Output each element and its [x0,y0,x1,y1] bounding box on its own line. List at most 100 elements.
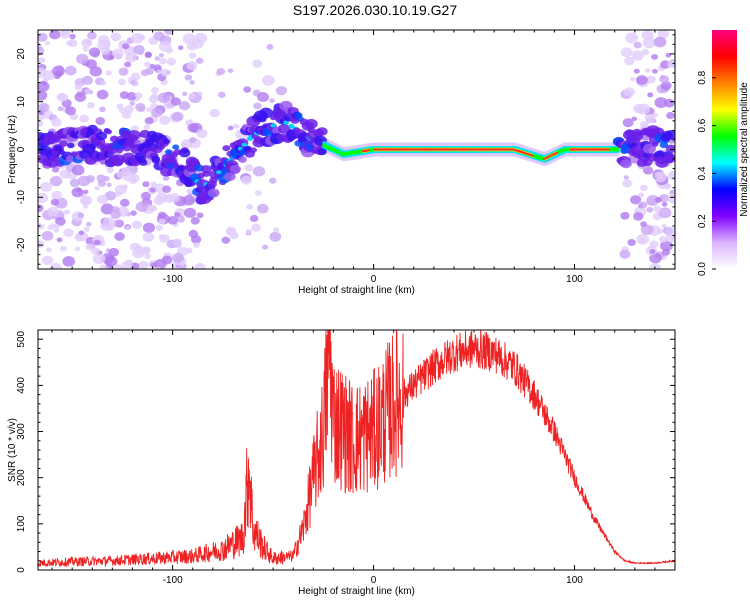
heatmap-noise-cell [114,232,125,241]
snr-point [654,562,655,563]
heatmap-noise-cell [636,75,648,86]
bottom-x-axis-label: Height of straight line (km) [298,586,415,597]
heatmap-noise-cell [186,188,193,194]
colorbar-label: Normalized spectral amplitude [739,82,750,217]
chart-title: S197.2026.030.10.19.G27 [292,2,458,18]
heatmap-noise-cell [640,221,647,227]
heatmap-noise-cell [266,44,274,50]
snr-point [72,561,73,562]
heatmap-noise-cell [641,48,650,56]
heatmap-noise-cell [81,38,93,48]
heatmap-noise-cell [80,195,93,206]
heatmap-noise-cell [188,92,197,100]
heatmap-noise-cell [153,196,165,206]
colorbar-tick-label: 0.2 [697,214,708,228]
heatmap-noise-cell [38,204,44,213]
heatmap-noise-cell [196,128,208,139]
heatmap-noise-cell [252,166,266,177]
bottom-y-tick-label: 0 [16,567,27,573]
heatmap-noise-cell [646,206,654,213]
heatmap-noise-cell [194,262,206,269]
heatmap-noise-cell [249,214,259,223]
heatmap-noise-cell [659,75,670,84]
heatmap-noise-cell [119,198,130,207]
colorbar [712,30,737,269]
heatmap-noise-cell [189,80,195,85]
snr-point [303,528,304,529]
heatmap-noise-cell [649,240,659,248]
heatmap-noise-cell [74,92,87,102]
heatmap-band-cell [224,172,236,182]
snr-point [554,431,555,432]
heatmap-noise-cell [144,61,151,68]
heatmap-noise-cell [158,41,172,52]
heatmap-band-bright [216,170,223,175]
snr-point [248,463,249,464]
heatmap-noise-cell [185,247,193,254]
heatmap-band-cell [110,154,125,166]
heatmap-noise-cell [158,234,165,240]
top-x-tick-label: 0 [371,274,377,285]
bottom-x-tick-label: 0 [371,575,377,586]
heatmap-noise-cell [47,206,60,217]
heatmap-noise-cell [44,40,51,46]
heatmap-noise-cell [630,76,636,82]
top-y-tick-label: -10 [16,190,27,205]
heatmap-noise-cell [135,201,149,213]
heatmap-noise-cell [98,264,109,269]
heatmap-noise-cell [122,43,130,50]
snr-point [534,394,535,395]
heatmap-band-cell [316,127,328,136]
heatmap-noise-cell [118,67,129,76]
heatmap-noise-cell [170,97,181,106]
heatmap-noise-cell [646,75,656,84]
heatmap-noise-cell [38,223,45,230]
heatmap-noise-cell [131,80,139,87]
heatmap-noise-cell [638,201,648,209]
snr-point [273,558,274,559]
heatmap-noise-cell [116,103,124,110]
heatmap-noise-cell [195,57,204,64]
snr-point [634,562,635,563]
heatmap-trace-core [615,147,620,152]
heatmap-noise-cell [125,52,138,63]
heatmap-noise-cell [657,30,670,39]
heatmap-noise-cell [640,224,654,235]
heatmap-noise-cell [633,41,642,49]
heatmap-noise-cell [134,92,143,99]
heatmap-noise-cell [40,182,52,192]
heatmap-noise-cell [196,212,204,219]
heatmap-noise-cell [240,175,252,185]
heatmap-noise-cell [156,69,162,74]
heatmap-noise-cell [189,137,197,144]
heatmap-noise-cell [209,108,220,118]
top-x-axis-label: Height of straight line (km) [298,285,415,296]
heatmap-noise-cell [172,238,182,247]
heatmap-noise-cell [126,91,137,101]
heatmap-noise-cell [184,74,193,81]
heatmap-noise-cell [78,230,85,236]
heatmap-band-cell [665,144,675,153]
snr-point [313,477,314,478]
heatmap-noise-cell [96,89,109,100]
heatmap-noise-cell [75,53,89,65]
heatmap-noise-cell [660,81,672,91]
heatmap-noise-cell [661,223,667,229]
heatmap-noise-cell [87,31,97,40]
heatmap-noise-cell [95,116,106,126]
heatmap-noise-cell [83,226,90,232]
heatmap-noise-cell [620,211,630,220]
heatmap-noise-cell [188,230,199,239]
heatmap-noise-cell [129,101,136,106]
heatmap-noise-cell [651,53,659,60]
heatmap-noise-cell [631,50,644,61]
heatmap-noise-cell [38,90,48,101]
heatmap-noise-cell [144,253,151,260]
heatmap-noise-cell [150,107,163,118]
heatmap-noise-cell [168,193,180,203]
heatmap-noise-cell [244,164,254,172]
heatmap-noise-cell [74,83,83,91]
heatmap-noise-cell [639,184,648,192]
heatmap-noise-cell [666,112,675,120]
